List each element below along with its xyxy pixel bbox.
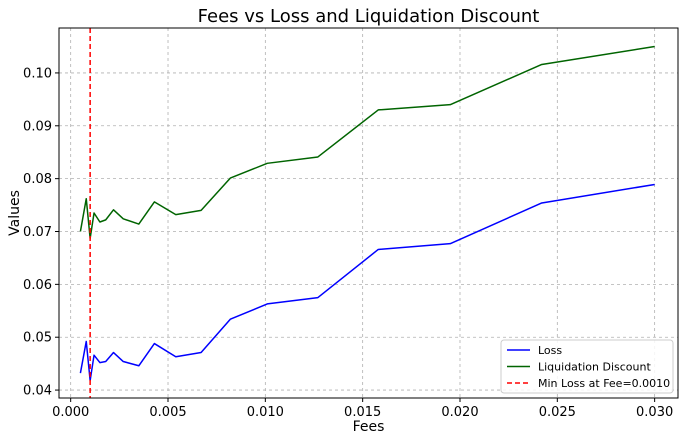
legend-label: Liquidation Discount [538, 361, 651, 374]
y-tick-label: 0.10 [23, 66, 52, 81]
chart-title: Fees vs Loss and Liquidation Discount [198, 6, 540, 27]
series-line-loss [79, 183, 655, 382]
legend-label: Min Loss at Fee=0.0010 [538, 377, 670, 390]
x-tick-label: 0.000 [52, 405, 89, 420]
x-tick-label: 0.030 [636, 405, 673, 420]
series-line-liquidation-discount [79, 45, 655, 240]
x-tick-label: 0.005 [149, 405, 186, 420]
x-tick-label: 0.010 [247, 405, 284, 420]
x-tick-label: 0.025 [539, 405, 576, 420]
plot-area [79, 28, 655, 398]
legend-label: Loss [538, 344, 562, 357]
y-axis-label: Values [7, 190, 23, 236]
ticks: 0.000 0.005 0.010 0.015 0.020 0.025 0.030 0.04 0… [23, 66, 673, 420]
grid [59, 28, 678, 398]
legend-box [500, 339, 674, 394]
y-tick-label: 0.09 [23, 119, 52, 134]
y-tick-label: 0.07 [23, 225, 52, 240]
x-tick-label: 0.020 [441, 405, 478, 420]
x-axis-label: Fees [353, 419, 385, 435]
y-tick-label: 0.05 [23, 331, 52, 346]
y-tick-label: 0.06 [23, 278, 52, 293]
y-tick-label: 0.04 [23, 384, 52, 399]
x-tick-label: 0.015 [344, 405, 381, 420]
axes-frame [58, 27, 679, 399]
y-tick-label: 0.08 [23, 172, 52, 187]
legend: Loss Liquidation Discount Min Loss at Fee=… [500, 339, 674, 394]
